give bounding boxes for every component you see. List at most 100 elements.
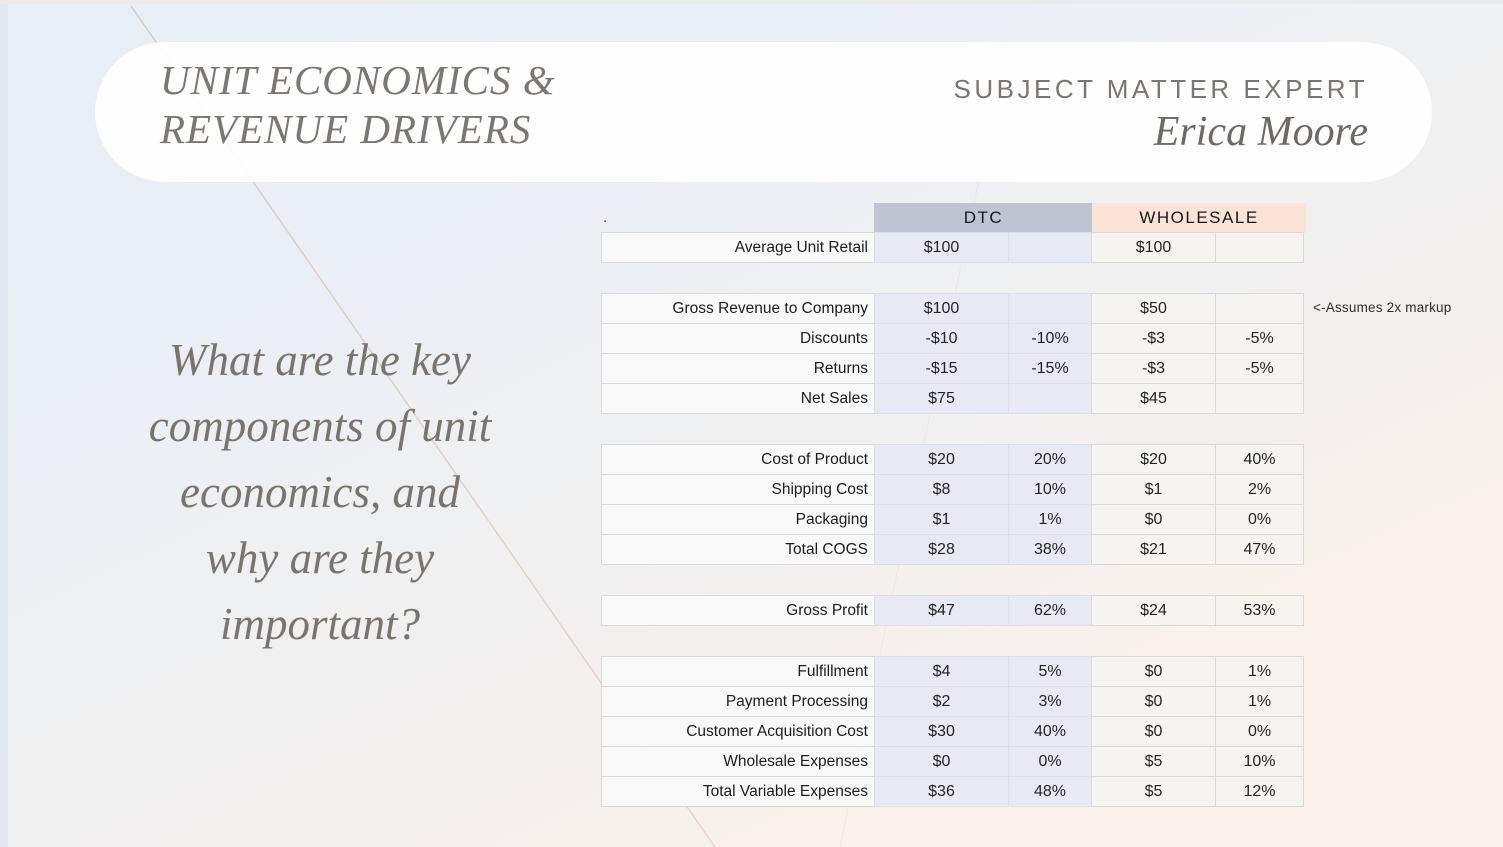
dtc-dollar-cell: $20 <box>874 444 1009 475</box>
row-label: Fulfillment <box>601 656 875 687</box>
table-row: Cost of Product $20 20% $20 40% <box>601 444 1313 475</box>
dtc-pct-cell: 20% <box>1008 444 1092 475</box>
ws-dollar-cell: $100 <box>1091 232 1216 263</box>
unit-economics-table: . DTC WHOLESALE Average Unit Retail $100… <box>601 203 1313 807</box>
dtc-dollar-cell: $0 <box>874 746 1009 777</box>
ws-pct-cell: 40% <box>1215 444 1304 475</box>
dtc-dollar-cell: $47 <box>874 595 1009 626</box>
table-row: Average Unit Retail $100 $100 <box>601 232 1313 263</box>
ws-dollar-cell: -$3 <box>1091 353 1216 384</box>
canvas-left-edge <box>0 4 8 847</box>
table-row: Total COGS $28 38% $21 47% <box>601 534 1313 565</box>
table-header-row: . DTC WHOLESALE <box>601 203 1313 233</box>
dtc-dollar-cell: -$10 <box>874 323 1009 354</box>
ws-dollar-cell: $24 <box>1091 595 1216 626</box>
dtc-pct-cell: 3% <box>1008 686 1092 717</box>
ws-dollar-cell: $20 <box>1091 444 1216 475</box>
row-label: Wholesale Expenses <box>601 746 875 777</box>
row-label: Discounts <box>601 323 875 354</box>
ws-pct-cell: 47% <box>1215 534 1304 565</box>
ws-pct-cell: 0% <box>1215 504 1304 535</box>
dtc-dollar-cell: $4 <box>874 656 1009 687</box>
ws-dollar-cell: $5 <box>1091 776 1216 807</box>
table-section-variable-expenses: Fulfillment $4 5% $0 1% Payment Processi… <box>601 656 1313 807</box>
dtc-dollar-cell: $1 <box>874 504 1009 535</box>
dtc-pct-cell <box>1008 293 1092 324</box>
question-text: What are the key components of unit econ… <box>50 327 590 657</box>
dtc-dollar-cell: $28 <box>874 534 1009 565</box>
question-line: economics, and <box>180 467 460 517</box>
dtc-pct-cell: 38% <box>1008 534 1092 565</box>
dtc-dollar-cell: $75 <box>874 383 1009 414</box>
dtc-pct-cell: -10% <box>1008 323 1092 354</box>
dtc-pct-cell <box>1008 383 1092 414</box>
table-row: Shipping Cost $8 10% $1 2% <box>601 474 1313 505</box>
dtc-dollar-cell: -$15 <box>874 353 1009 384</box>
column-header-wholesale: WHOLESALE <box>1092 203 1306 233</box>
table-section-cogs: Cost of Product $20 20% $20 40% Shipping… <box>601 444 1313 565</box>
ws-pct-cell: 53% <box>1215 595 1304 626</box>
table-section-revenue: Gross Revenue to Company $100 $50 Discou… <box>601 293 1313 414</box>
dtc-dollar-cell: $30 <box>874 716 1009 747</box>
table-row: Discounts -$10 -10% -$3 -5% <box>601 323 1313 354</box>
table-row: Wholesale Expenses $0 0% $5 10% <box>601 746 1313 777</box>
row-label: Customer Acquisition Cost <box>601 716 875 747</box>
row-label: Gross Revenue to Company <box>601 293 875 324</box>
page-title-line-2: REVENUE DRIVERS <box>160 106 532 152</box>
dtc-dollar-cell: $2 <box>874 686 1009 717</box>
ws-dollar-cell: $0 <box>1091 504 1216 535</box>
dtc-pct-cell: 0% <box>1008 746 1092 777</box>
dtc-dollar-cell: $8 <box>874 474 1009 505</box>
row-label: Average Unit Retail <box>601 232 875 263</box>
question-line: What are the key <box>169 335 471 385</box>
row-label: Cost of Product <box>601 444 875 475</box>
row-label: Gross Profit <box>601 595 875 626</box>
dtc-pct-cell <box>1008 232 1092 263</box>
ws-pct-cell: -5% <box>1215 353 1304 384</box>
ws-dollar-cell: $45 <box>1091 383 1216 414</box>
row-label: Total Variable Expenses <box>601 776 875 807</box>
ws-pct-cell <box>1215 293 1304 324</box>
expert-name: Erica Moore <box>1153 109 1368 155</box>
markup-annotation: <-Assumes 2x markup <box>1313 300 1452 315</box>
dtc-pct-cell: 40% <box>1008 716 1092 747</box>
subject-matter-expert-block: SUBJECT MATTER EXPERT Erica Moore <box>954 74 1368 155</box>
ws-dollar-cell: $50 <box>1091 293 1216 324</box>
title-pill <box>95 42 1432 182</box>
dtc-dollar-cell: $36 <box>874 776 1009 807</box>
table-section-retail: . DTC WHOLESALE Average Unit Retail $100… <box>601 203 1313 263</box>
table-row: Returns -$15 -15% -$3 -5% <box>601 353 1313 384</box>
table-section-gross-profit: Gross Profit $47 62% $24 53% <box>601 595 1313 626</box>
dtc-pct-cell: 10% <box>1008 474 1092 505</box>
ws-dollar-cell: $0 <box>1091 656 1216 687</box>
dtc-pct-cell: -15% <box>1008 353 1092 384</box>
question-line: why are they <box>205 533 435 583</box>
ws-pct-cell: 2% <box>1215 474 1304 505</box>
row-label: Total COGS <box>601 534 875 565</box>
ws-pct-cell: -5% <box>1215 323 1304 354</box>
ws-dollar-cell: $0 <box>1091 686 1216 717</box>
dtc-dollar-cell: $100 <box>874 232 1009 263</box>
dtc-dollar-cell: $100 <box>874 293 1009 324</box>
ws-dollar-cell: $1 <box>1091 474 1216 505</box>
question-line: components of unit <box>148 401 492 451</box>
ws-dollar-cell: -$3 <box>1091 323 1216 354</box>
dtc-pct-cell: 62% <box>1008 595 1092 626</box>
ws-pct-cell: 1% <box>1215 686 1304 717</box>
column-header-dtc: DTC <box>874 203 1093 233</box>
ws-pct-cell: 10% <box>1215 746 1304 777</box>
row-label: Payment Processing <box>601 686 875 717</box>
dtc-pct-cell: 48% <box>1008 776 1092 807</box>
ws-dollar-cell: $21 <box>1091 534 1216 565</box>
table-row: Total Variable Expenses $36 48% $5 12% <box>601 776 1313 807</box>
table-row: Gross Profit $47 62% $24 53% <box>601 595 1313 626</box>
table-row: Payment Processing $2 3% $0 1% <box>601 686 1313 717</box>
ws-pct-cell <box>1215 383 1304 414</box>
ws-dollar-cell: $5 <box>1091 746 1216 777</box>
row-label: Shipping Cost <box>601 474 875 505</box>
table-row: Packaging $1 1% $0 0% <box>601 504 1313 535</box>
row-label: Net Sales <box>601 383 875 414</box>
ws-pct-cell: 12% <box>1215 776 1304 807</box>
ws-dollar-cell: $0 <box>1091 716 1216 747</box>
window-top-edge <box>0 0 1503 4</box>
